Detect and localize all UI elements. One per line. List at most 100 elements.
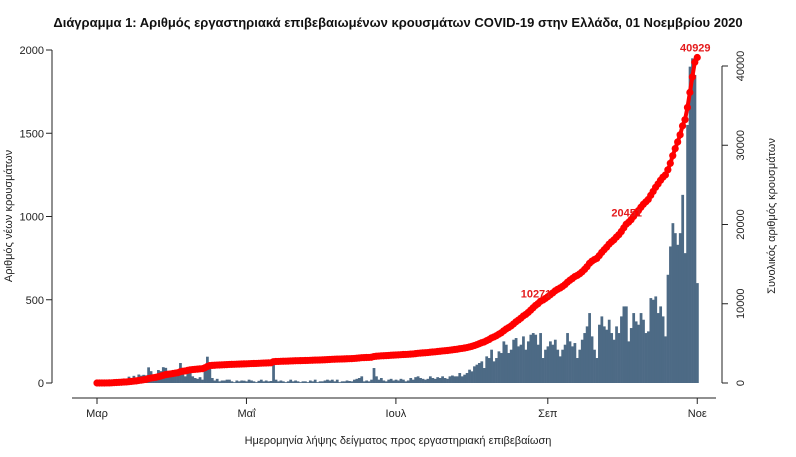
bar xyxy=(681,194,685,383)
bar xyxy=(433,378,437,383)
bar xyxy=(257,380,261,383)
bar xyxy=(622,306,626,383)
bar xyxy=(656,313,660,383)
cumulative-point xyxy=(683,103,692,112)
bar xyxy=(661,316,665,383)
bar xyxy=(426,378,430,383)
bar xyxy=(458,373,462,383)
bar xyxy=(585,326,589,383)
bar xyxy=(210,378,214,383)
bar xyxy=(693,74,697,383)
bar xyxy=(382,380,386,383)
bar xyxy=(240,380,244,383)
bar xyxy=(196,378,199,383)
bar xyxy=(414,377,418,383)
bar xyxy=(375,376,378,383)
bar xyxy=(191,376,195,383)
bar xyxy=(389,378,393,383)
cumulative-line-group: 10271 20451 40929 xyxy=(93,42,711,387)
bar xyxy=(272,359,275,383)
bar xyxy=(600,316,604,383)
bar xyxy=(392,380,395,383)
bar xyxy=(522,336,525,383)
bar xyxy=(181,372,185,383)
bar xyxy=(580,339,584,383)
bar xyxy=(370,379,373,383)
bar xyxy=(372,368,376,383)
bar xyxy=(333,381,337,383)
bar xyxy=(174,373,177,383)
bar xyxy=(453,376,457,383)
bar xyxy=(573,343,577,383)
bar xyxy=(605,329,609,383)
bar xyxy=(443,378,447,383)
bar xyxy=(225,379,229,383)
bar xyxy=(438,378,442,383)
bar xyxy=(321,381,324,383)
bar xyxy=(232,382,236,383)
bar xyxy=(169,375,173,383)
bar xyxy=(286,381,290,383)
bar xyxy=(424,379,427,383)
bar xyxy=(345,380,349,383)
bar xyxy=(296,381,300,383)
bar xyxy=(590,336,594,383)
bar xyxy=(654,296,658,383)
bar xyxy=(524,349,528,383)
bar xyxy=(406,380,410,383)
bar xyxy=(343,381,346,383)
bar xyxy=(629,328,633,383)
bar xyxy=(394,379,398,383)
bar xyxy=(492,361,496,383)
bar xyxy=(671,223,675,383)
bar xyxy=(673,233,677,383)
bar xyxy=(617,333,621,383)
bar xyxy=(676,244,680,383)
bar xyxy=(242,380,246,383)
bar xyxy=(512,339,516,383)
bar xyxy=(463,374,467,383)
cumulative-point xyxy=(688,73,696,81)
bar xyxy=(198,377,202,383)
bar xyxy=(193,378,197,383)
bar xyxy=(441,376,444,383)
bar xyxy=(326,379,329,383)
bar xyxy=(549,341,552,383)
bar xyxy=(330,379,334,383)
bar xyxy=(534,334,538,383)
bar xyxy=(362,381,366,383)
bar xyxy=(250,380,253,383)
bar xyxy=(644,333,648,383)
bar xyxy=(669,246,672,383)
bar xyxy=(335,379,339,383)
bar xyxy=(279,380,283,383)
bar xyxy=(259,379,263,383)
bar xyxy=(367,381,371,383)
bar xyxy=(519,344,523,383)
bar xyxy=(387,379,391,383)
bar xyxy=(666,274,670,383)
bar xyxy=(490,349,493,383)
bar xyxy=(448,376,452,383)
bar xyxy=(659,306,663,383)
bar xyxy=(421,378,425,383)
bar xyxy=(416,376,420,383)
bar xyxy=(446,378,449,383)
bar xyxy=(536,344,540,383)
bar xyxy=(186,371,190,383)
bar xyxy=(487,358,491,383)
bar xyxy=(247,379,251,383)
cumulative-point xyxy=(666,159,674,167)
cumulative-point xyxy=(676,131,684,139)
bar xyxy=(504,344,508,383)
bar xyxy=(465,373,469,383)
bar xyxy=(340,381,344,383)
bar xyxy=(274,379,278,383)
bar xyxy=(598,324,601,383)
x-tick-label: Μαρ xyxy=(86,408,108,420)
bar xyxy=(651,299,655,383)
y2-tick-label: 20000 xyxy=(735,209,747,240)
cumulative-point xyxy=(693,53,701,62)
annotation-label: 20451 xyxy=(611,207,642,219)
